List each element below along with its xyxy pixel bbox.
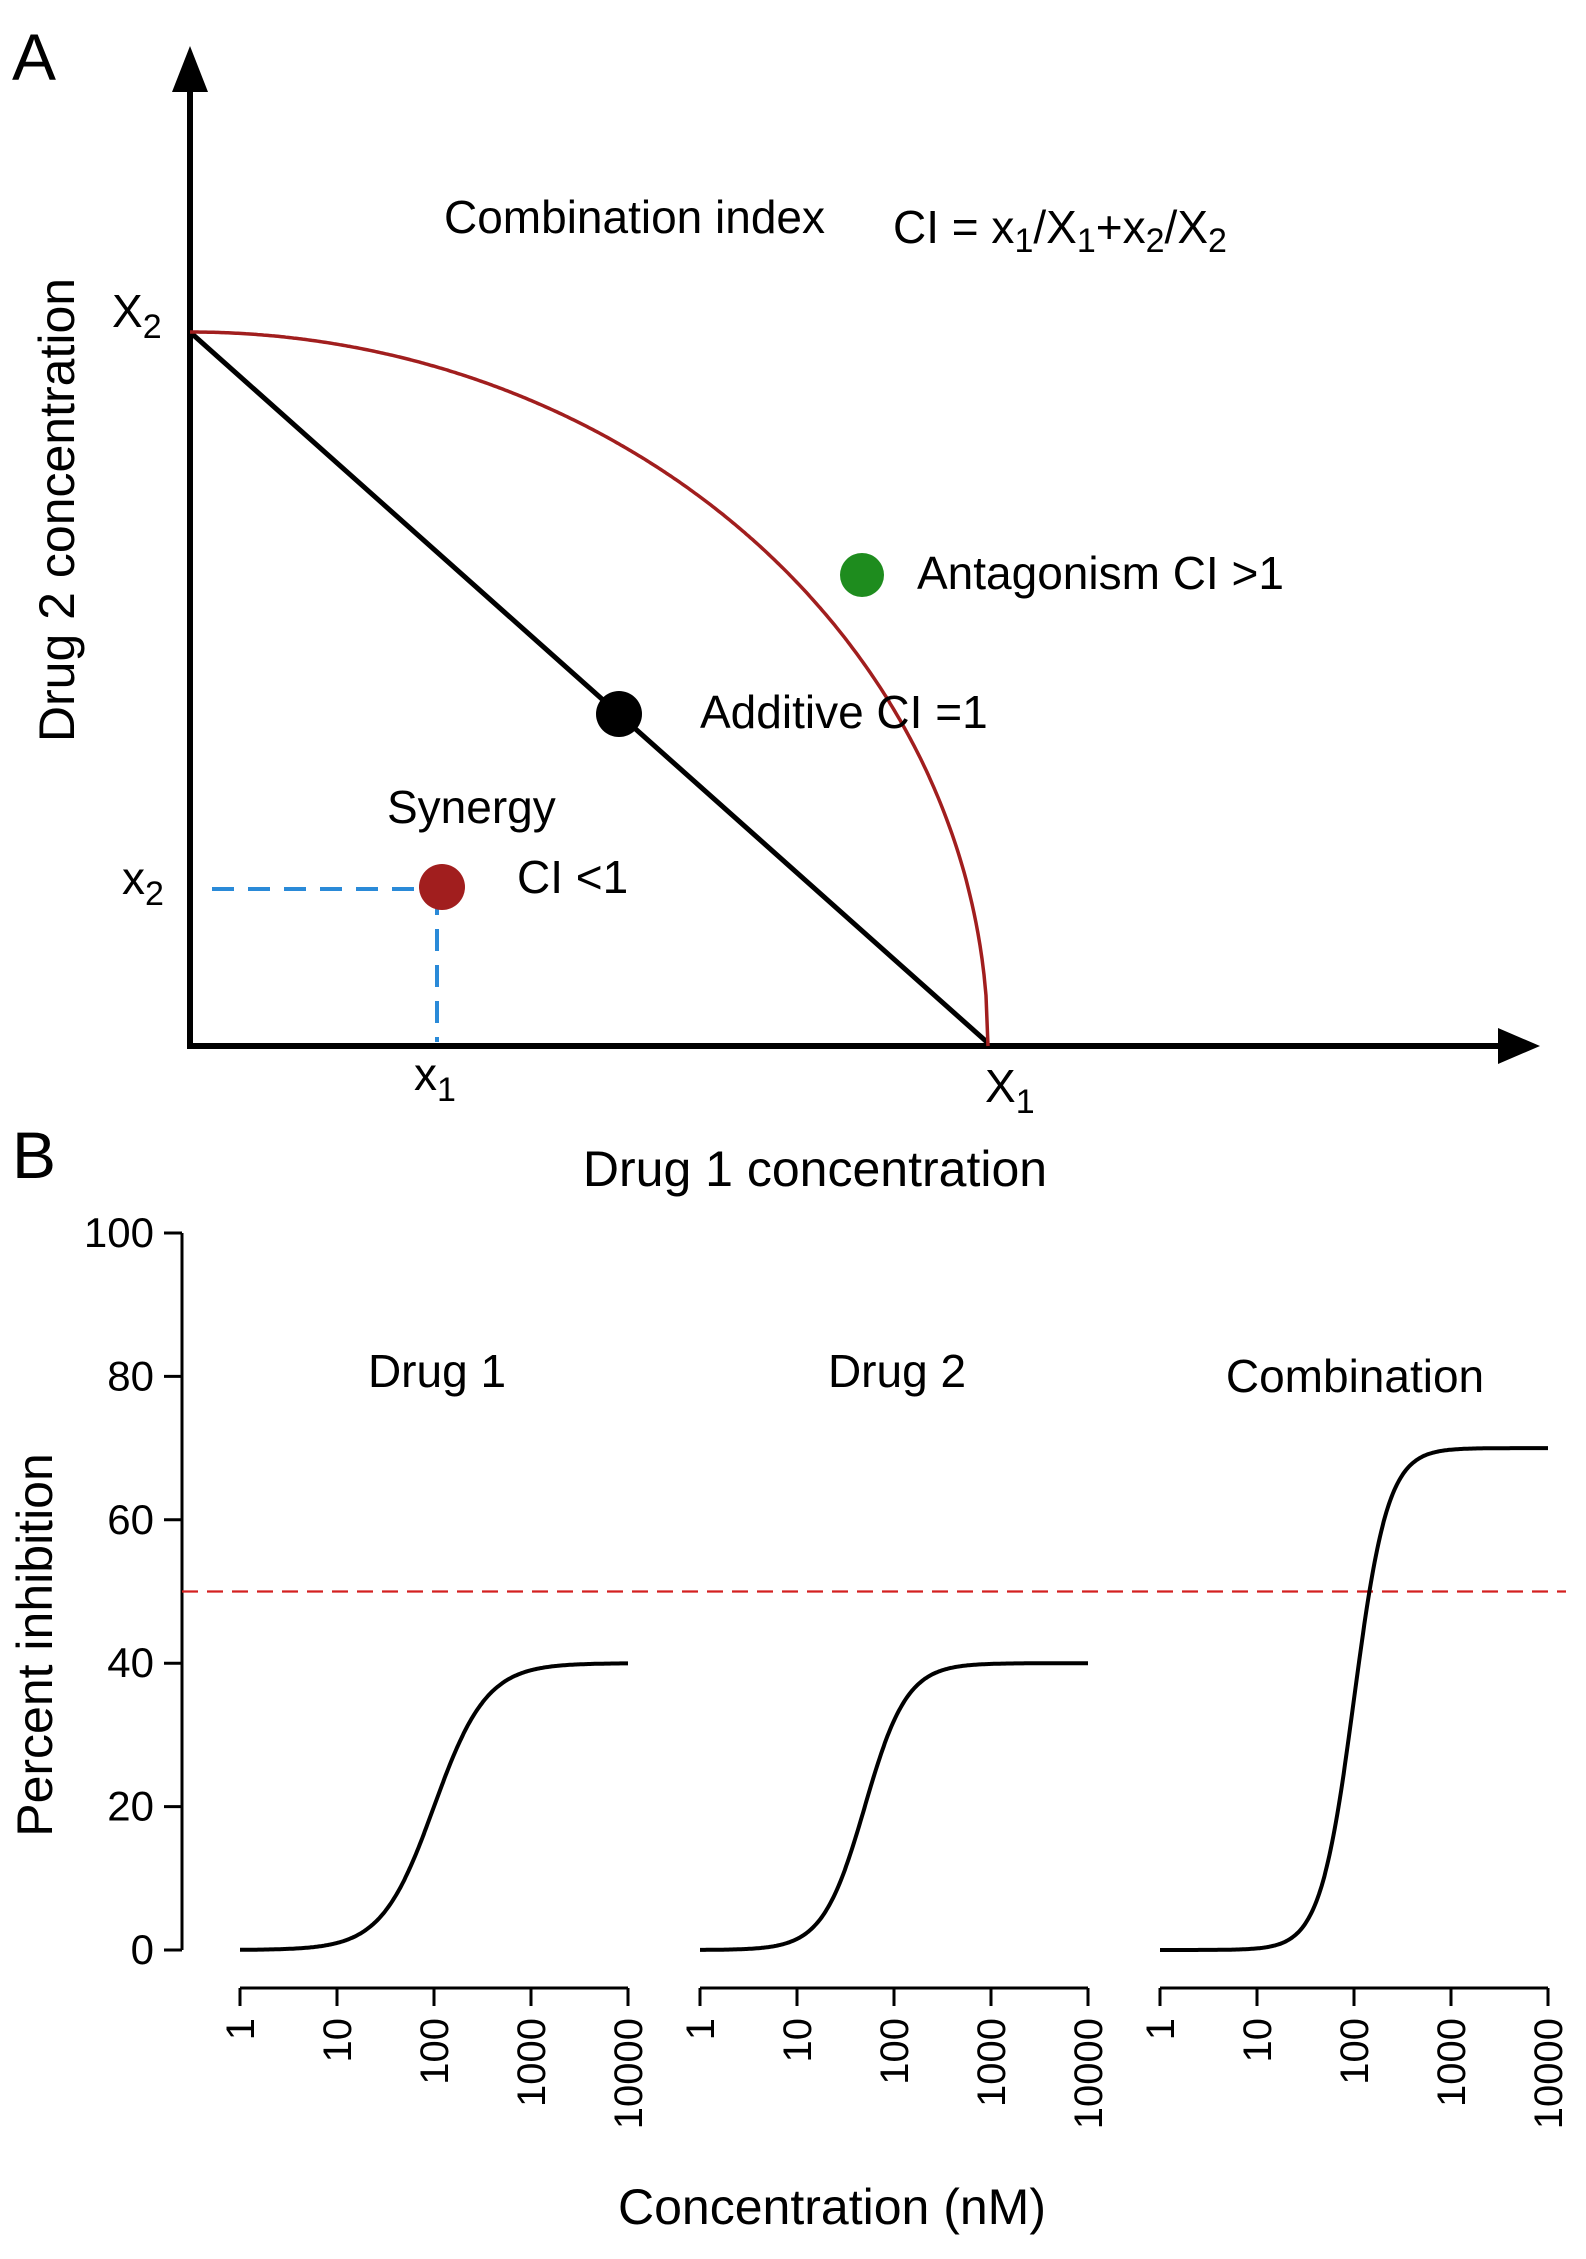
combination-index-title: Combination index <box>444 191 825 243</box>
synergy-label: Synergy <box>387 781 556 833</box>
subplot-x-tick-label: 1 <box>679 2018 723 2040</box>
subplot-x-tick-label: 1 <box>219 2018 263 2040</box>
dose-response-curve <box>700 1661 1088 1952</box>
panel-b: B Percent inhibition Concentration (nM) … <box>7 1118 1571 2235</box>
subplot-x-tick-label: 10 <box>316 2018 360 2063</box>
subplot-x-tick-label: 100 <box>1333 2018 1377 2085</box>
panel-b-y-tick-label: 60 <box>107 1496 154 1543</box>
subplot-x-tick-label: 100 <box>413 2018 457 2085</box>
subplot-x-tick-label: 10 <box>1236 2018 1280 2063</box>
antagonism-label: Antagonism CI >1 <box>917 547 1284 599</box>
subplot-title: Drug 2 <box>828 1345 966 1397</box>
combination-index-formula: CI = x1/X1+x2/X2 <box>893 201 1227 260</box>
panel-a-label: A <box>12 20 56 94</box>
subplot-2: 1 10 100 1000 10000 Drug 2 <box>679 1345 1111 2129</box>
antagonism-point <box>840 553 884 597</box>
subplot-3: 1 10 100 1000 10000 Combination <box>1139 1350 1571 2129</box>
panel-b-label: B <box>12 1118 56 1192</box>
subplot-x-tick-label: 10000 <box>607 2018 651 2129</box>
X2-axis-mark: X2 <box>112 285 162 346</box>
panel-b-y-tick-label: 100 <box>84 1209 154 1256</box>
dose-response-curve <box>240 1661 628 1952</box>
panel-b-xlabel: Concentration (nM) <box>618 2179 1046 2235</box>
subplot-x-tick-label: 1000 <box>1430 2018 1474 2107</box>
subplot-x-tick-label: 1 <box>1139 2018 1183 2040</box>
subplot-x-tick-label: 1000 <box>510 2018 554 2107</box>
dose-response-curve <box>1160 1446 1548 1952</box>
panel-b-y-tick-label: 20 <box>107 1783 154 1830</box>
subplot-title: Drug 1 <box>368 1345 506 1397</box>
panel-b-y-tick-label: 0 <box>131 1926 154 1973</box>
subplot-title: Combination <box>1226 1350 1484 1402</box>
panel-a-ylabel: Drug 2 concentration <box>29 278 85 742</box>
panel-a: A Drug 2 concentration Drug 1 concentrat… <box>12 20 1540 1197</box>
subplot-x-tick-label: 1000 <box>970 2018 1014 2107</box>
panel-b-y-axis: 0 20 40 60 80 100 <box>84 1209 184 1973</box>
panel-b-y-tick-label: 80 <box>107 1352 154 1399</box>
additive-isobole-line <box>188 330 990 1045</box>
panel-b-ylabel: Percent inhibition <box>7 1453 63 1837</box>
x2-axis-mark: x2 <box>122 852 164 913</box>
synergy-ci-label: CI <1 <box>517 851 628 903</box>
panel-a-x-arrowhead <box>1498 1028 1540 1064</box>
panel-b-subplots: 1 10 100 1000 10000 Drug 1 1 10 100 1000 10000 Drug… <box>219 1345 1571 2129</box>
subplot-x-tick-label: 10000 <box>1067 2018 1111 2129</box>
panel-b-y-tick-label: 40 <box>107 1639 154 1686</box>
additive-point <box>596 691 642 737</box>
additive-label: Additive CI =1 <box>700 686 988 738</box>
subplot-x-tick-label: 10 <box>776 2018 820 2063</box>
synergy-isobole-curve <box>190 330 990 1047</box>
x1-axis-mark: x1 <box>414 1048 456 1109</box>
synergy-point <box>419 864 465 910</box>
subplot-x-tick-label: 100 <box>873 2018 917 2085</box>
subplot-x-tick-label: 10000 <box>1527 2018 1571 2129</box>
subplot-1: 1 10 100 1000 10000 Drug 1 <box>219 1345 651 2129</box>
X1-axis-mark: X1 <box>985 1060 1035 1121</box>
panel-a-y-arrowhead <box>172 46 208 92</box>
panel-a-xlabel: Drug 1 concentration <box>583 1141 1047 1197</box>
